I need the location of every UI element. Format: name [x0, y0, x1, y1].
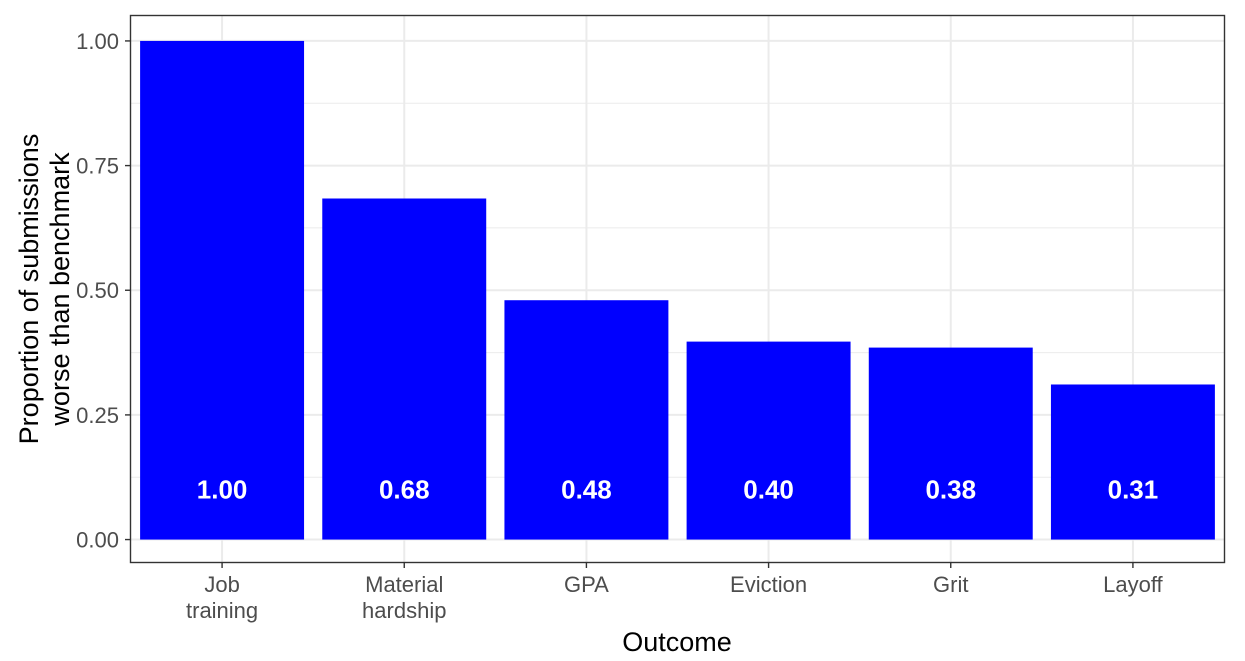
bars	[140, 40, 1215, 540]
bar-value-label: 0.40	[743, 475, 794, 505]
bar-value-labels: 1.00 0.68 0.48 0.40 0.38 0.31	[197, 475, 1158, 505]
y-tick-label: 1.00	[76, 29, 119, 54]
bar	[504, 300, 669, 540]
bar-value-label: 0.38	[925, 475, 976, 505]
bar-value-label: 0.68	[379, 475, 430, 505]
bar	[322, 198, 487, 540]
y-tick-label: 0.75	[76, 154, 119, 179]
bar-value-label: 0.48	[561, 475, 612, 505]
x-axis-title: Outcome	[622, 627, 732, 657]
x-tick-label: Material hardship	[362, 572, 446, 623]
plot-panel-border	[129, 14, 1226, 564]
x-tick-label: GPA	[564, 572, 609, 597]
bar-value-label: 0.31	[1108, 475, 1159, 505]
y-tick-label: 0.00	[76, 528, 119, 553]
y-axis-title: Proportion of submissionsworse than benc…	[14, 134, 75, 445]
y-axis: 0.00 0.25 0.50 0.75 1.00	[76, 29, 131, 553]
x-tick-label: Grit	[933, 572, 968, 597]
bar	[686, 341, 851, 540]
x-tick-label: Layoff	[1103, 572, 1163, 597]
x-axis: Job training Material hardship GPA Eviction Gr…	[186, 562, 1164, 623]
bar	[140, 40, 305, 540]
bar-value-label: 1.00	[197, 475, 248, 505]
x-tick-label: Job training	[186, 572, 258, 623]
y-tick-label: 0.50	[76, 278, 119, 303]
bar	[1050, 384, 1215, 540]
y-tick-label: 0.25	[76, 403, 119, 428]
bar	[868, 347, 1033, 540]
x-tick-label: Eviction	[730, 572, 807, 597]
